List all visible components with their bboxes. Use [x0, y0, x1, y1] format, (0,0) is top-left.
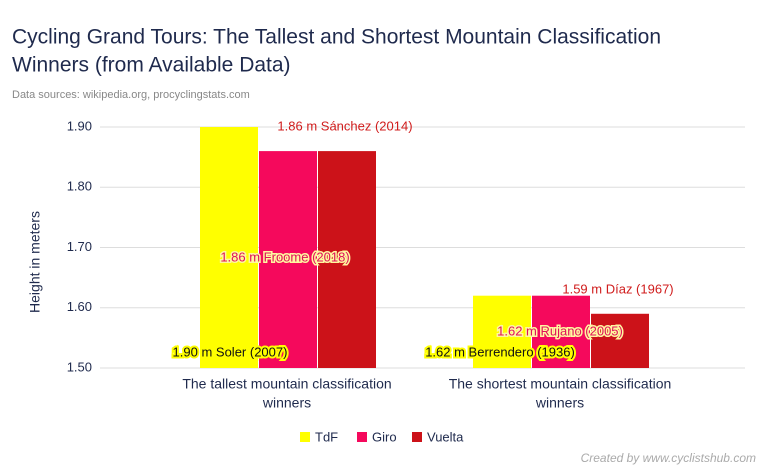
y-tick-label: 1.70: [67, 239, 92, 254]
x-tick-label: winners: [262, 395, 311, 411]
bar: [200, 127, 258, 368]
x-tick-label: The shortest mountain classification: [449, 376, 672, 392]
y-axis-title: Height in meters: [27, 211, 43, 313]
data-label: 1.86 m Sánchez (2014): [277, 118, 412, 133]
data-label: 1.62 m Berrendero (1936): [425, 344, 575, 359]
data-label: 1.62 m Rujano (2005): [497, 323, 623, 338]
y-tick-label: 1.60: [67, 299, 92, 314]
legend-swatch: [357, 432, 367, 442]
x-tick-label: winners: [535, 395, 584, 411]
legend-label: TdF: [315, 429, 338, 444]
bar: [259, 151, 317, 368]
legend-label: Giro: [372, 429, 397, 444]
chart-title: Cycling Grand Tours: The Tallest and Sho…: [12, 26, 661, 49]
chart-title: Winners (from Available Data): [12, 54, 291, 77]
data-label: 1.90 m Soler (2007): [173, 344, 288, 359]
x-tick-label: The tallest mountain classification: [182, 376, 391, 392]
y-tick-label: 1.90: [67, 118, 92, 133]
data-label: 1.59 m Díaz (1967): [562, 281, 673, 296]
y-tick-label: 1.80: [67, 179, 92, 194]
bar: [318, 151, 376, 368]
legend-swatch: [412, 432, 422, 442]
legend-label: Vuelta: [427, 429, 464, 444]
y-tick-label: 1.50: [67, 359, 92, 374]
credit: Created by www.cyclistshub.com: [581, 451, 756, 465]
bar: [473, 295, 531, 368]
bar: [591, 313, 649, 368]
bar: [532, 295, 590, 368]
legend-swatch: [300, 432, 310, 442]
data-label: 1.86 m Froome (2018): [220, 249, 349, 264]
chart-subtitle: Data sources: wikipedia.org, procyclings…: [12, 89, 250, 101]
